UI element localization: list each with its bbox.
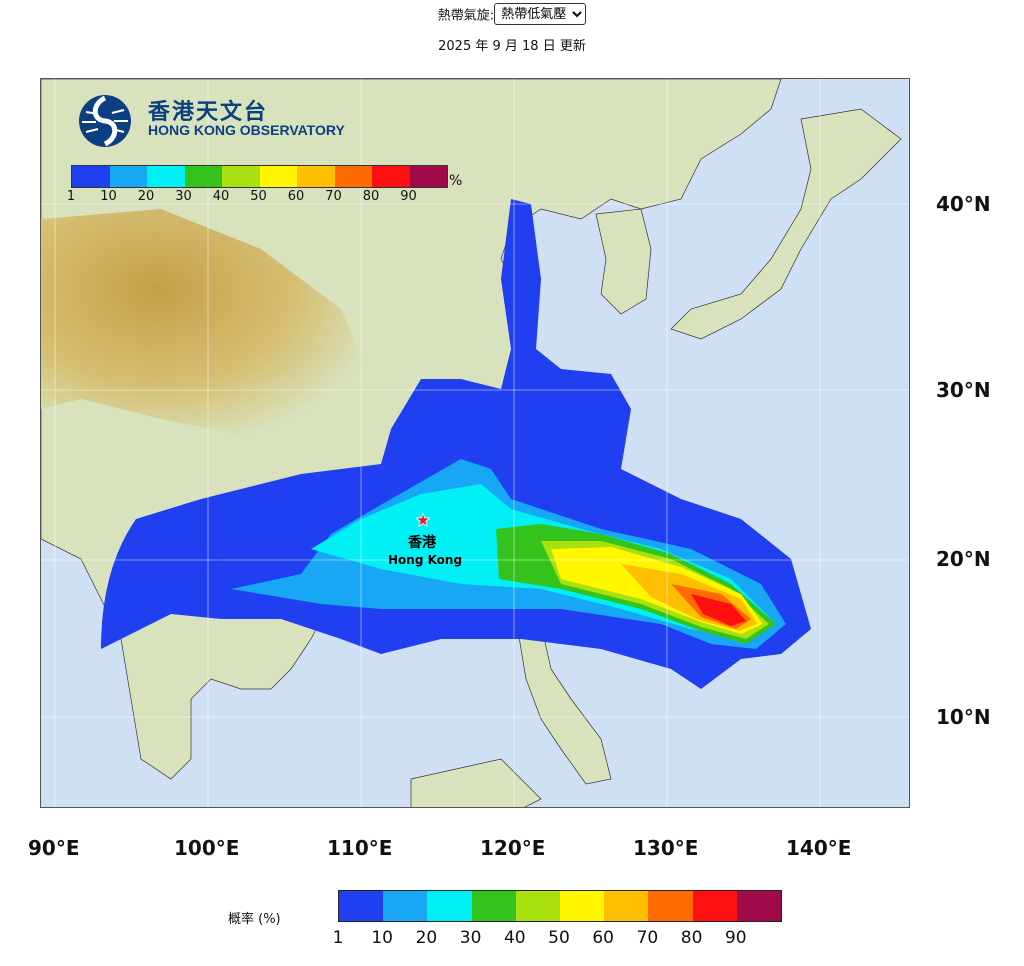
legend-tick-label: 50 bbox=[250, 189, 267, 204]
cyclone-selector[interactable]: 熱帶低氣壓 bbox=[494, 3, 587, 25]
lat-label-20n: 20°N bbox=[936, 547, 991, 571]
philippines-land bbox=[515, 618, 612, 785]
hong-kong-marker-icon bbox=[416, 513, 430, 527]
legend-swatch bbox=[184, 166, 222, 187]
legend-tick-label: 40 bbox=[212, 189, 230, 204]
legend-tick-label: 40 bbox=[503, 928, 526, 948]
hong-kong-label-en: Hong Kong bbox=[388, 553, 463, 567]
legend-swatch bbox=[109, 166, 147, 187]
hong-kong-label-zh: 香港 bbox=[408, 535, 436, 551]
borneo-land bbox=[410, 758, 542, 807]
legend-tick-label: 20 bbox=[137, 189, 155, 204]
probability-legend: 概率 (%) 1 10 20 30 40 50 60 70 80 90 bbox=[0, 890, 1024, 960]
lat-label-40n: 40°N bbox=[936, 192, 991, 216]
probability-legend-ticks: 1 10 20 30 40 50 60 70 80 90 bbox=[333, 928, 783, 950]
lat-label-10n: 10°N bbox=[936, 705, 991, 729]
hko-logo: 香港天文台 HONG KONG OBSERVATORY bbox=[68, 92, 378, 150]
legend-swatch bbox=[334, 166, 372, 187]
legend-tick-label: 10 bbox=[371, 928, 394, 948]
legend-tick-label: 80 bbox=[680, 928, 703, 948]
legend-swatch bbox=[147, 166, 185, 187]
lon-label-110e: 110°E bbox=[327, 836, 393, 860]
map-color-scale-cells bbox=[71, 165, 448, 188]
legend-swatch bbox=[427, 891, 472, 921]
legend-swatch bbox=[222, 166, 260, 187]
legend-swatch bbox=[736, 891, 781, 921]
legend-tick-label: 30 bbox=[175, 189, 192, 204]
legend-swatch bbox=[692, 891, 737, 921]
lon-label-140e: 140°E bbox=[786, 836, 852, 860]
legend-tick-label: 90 bbox=[724, 928, 747, 948]
legend-tick-label: 70 bbox=[636, 928, 659, 948]
tibet-plateau bbox=[41, 209, 371, 439]
lon-label-90e: 90°E bbox=[28, 836, 80, 860]
map-color-scale-ticks: 1 10 20 30 40 50 60 70 80 90 bbox=[67, 188, 448, 204]
legend-tick-label: 60 bbox=[592, 928, 615, 948]
legend-tick-label: 20 bbox=[415, 928, 438, 948]
lat-label-30n: 30°N bbox=[936, 378, 991, 402]
legend-swatch bbox=[297, 166, 335, 187]
legend-swatch bbox=[648, 891, 693, 921]
probability-legend-caption: 概率 (%) bbox=[228, 912, 281, 927]
cyclone-selector-label: 熱帶氣旋: bbox=[437, 8, 495, 24]
map-color-scale-unit: % bbox=[449, 173, 463, 189]
legend-tick-label: 50 bbox=[548, 928, 570, 948]
legend-swatch bbox=[339, 891, 384, 921]
legend-tick-label: 80 bbox=[362, 189, 380, 204]
probability-legend-cells bbox=[338, 890, 782, 922]
lon-label-120e: 120°E bbox=[480, 836, 546, 860]
legend-swatch bbox=[559, 891, 605, 921]
lon-label-130e: 130°E bbox=[633, 836, 699, 860]
legend-tick-label: 1 bbox=[332, 928, 344, 948]
legend-tick-label: 90 bbox=[400, 189, 417, 204]
cyclone-selector-bar: 熱帶氣旋: 熱帶低氣壓 bbox=[0, 3, 1024, 25]
legend-swatch bbox=[72, 166, 110, 187]
hko-name-en: HONG KONG OBSERVATORY bbox=[148, 122, 345, 138]
legend-swatch bbox=[259, 166, 297, 187]
lon-label-100e: 100°E bbox=[174, 836, 240, 860]
map-color-scale: 1 10 20 30 40 50 60 70 80 90 % bbox=[67, 165, 462, 204]
map-canvas bbox=[41, 79, 909, 807]
legend-swatch bbox=[383, 891, 428, 921]
legend-swatch bbox=[471, 891, 516, 921]
korea-land bbox=[595, 208, 652, 315]
grid-lines bbox=[41, 79, 909, 807]
legend-tick-label: 1 bbox=[66, 189, 76, 204]
hko-emblem-icon bbox=[79, 95, 131, 147]
legend-swatch bbox=[372, 166, 410, 187]
legend-swatch bbox=[409, 166, 447, 187]
legend-tick-label: 70 bbox=[325, 189, 342, 204]
legend-tick-label: 60 bbox=[287, 189, 305, 204]
update-date: 2025 年 9 月 18 日 更新 bbox=[438, 39, 586, 54]
japan-land bbox=[670, 108, 902, 340]
hko-name-zh: 香港天文台 bbox=[148, 99, 269, 125]
legend-tick-label: 30 bbox=[459, 928, 482, 948]
legend-swatch bbox=[515, 891, 560, 921]
legend-swatch bbox=[604, 891, 649, 921]
band-80-90 bbox=[691, 594, 746, 626]
legend-tick-label: 10 bbox=[100, 189, 117, 204]
probability-map bbox=[40, 78, 910, 808]
